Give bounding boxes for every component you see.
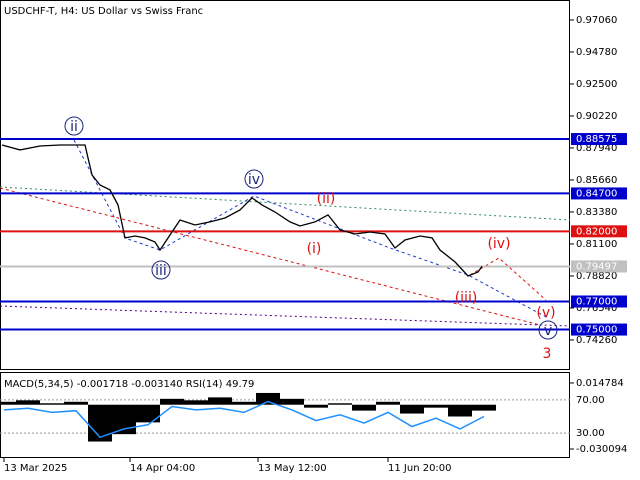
level-box bbox=[571, 295, 627, 308]
wave-label: ii bbox=[70, 119, 78, 135]
level-box bbox=[571, 187, 627, 200]
level-box bbox=[571, 133, 627, 146]
y-tick-label: 0.76540 bbox=[576, 303, 617, 314]
price-line bbox=[1, 144, 483, 277]
indicator-frame bbox=[0, 372, 570, 458]
level-box bbox=[571, 225, 627, 238]
level-label: 0.84700 bbox=[576, 188, 617, 199]
y-tick-label: 0.85660 bbox=[576, 175, 617, 186]
x-tick-label: 11 Jun 20:00 bbox=[388, 463, 452, 474]
y-tick-label: 0.92500 bbox=[576, 79, 617, 90]
wave-label: iii bbox=[155, 263, 167, 279]
macd-bar bbox=[280, 398, 304, 405]
wave-label: (ii) bbox=[317, 191, 336, 207]
y-tick-label: 0.78820 bbox=[576, 271, 617, 282]
wave-label: (iv) bbox=[487, 236, 510, 252]
wave-label: 3 bbox=[543, 346, 552, 362]
level-label: 0.82000 bbox=[576, 226, 617, 237]
y-tick-label: 0.94780 bbox=[576, 47, 617, 58]
macd-bar bbox=[448, 404, 472, 417]
y-tick-label: 0.90220 bbox=[576, 111, 617, 122]
y-tick-label: 0.014784 bbox=[576, 378, 624, 389]
trend-line bbox=[0, 305, 571, 327]
macd-bar bbox=[184, 400, 208, 405]
macd-bar bbox=[376, 401, 400, 405]
macd-bar bbox=[352, 404, 376, 411]
indicator-title: MACD(5,34,5) -0.001718 -0.003140 RSI(14)… bbox=[4, 379, 254, 390]
wave-label: v bbox=[544, 323, 552, 339]
macd-bar bbox=[328, 403, 352, 405]
wave-circle bbox=[64, 116, 84, 136]
x-tick-label: 14 Apr 04:00 bbox=[130, 463, 195, 474]
macd-bar bbox=[424, 404, 448, 408]
x-tick-label: 13 May 12:00 bbox=[258, 463, 327, 474]
y-tick-label: 0.81100 bbox=[576, 239, 617, 250]
macd-bar bbox=[64, 401, 88, 405]
y-tick-label: 0.83380 bbox=[576, 207, 617, 218]
y2-tick-label: 30.00 bbox=[576, 428, 605, 439]
macd-bar bbox=[400, 404, 424, 414]
wave-label: iv bbox=[248, 172, 260, 188]
macd-bar bbox=[208, 397, 232, 405]
level-label: 0.88575 bbox=[576, 134, 617, 145]
main-frame bbox=[0, 0, 570, 370]
macd-bar bbox=[160, 398, 184, 405]
y-tick-label: 0.74260 bbox=[576, 335, 617, 346]
macd-bar bbox=[256, 392, 280, 405]
wave-label: (i) bbox=[307, 241, 322, 257]
wave-label: (iii) bbox=[455, 290, 478, 306]
macd-bar bbox=[112, 404, 136, 435]
chart-title: USDCHF-T, H4: US Dollar vs Swiss Franc bbox=[4, 6, 203, 17]
macd-bar bbox=[88, 404, 112, 442]
y2-tick-label: 70.00 bbox=[576, 395, 605, 406]
macd-bar bbox=[0, 401, 16, 405]
macd-bar bbox=[40, 403, 64, 405]
level-label: 0.75000 bbox=[576, 325, 617, 336]
level-box bbox=[571, 260, 627, 273]
macd-bar bbox=[232, 401, 256, 405]
wave-circle bbox=[244, 169, 264, 189]
level-label: 0.79497 bbox=[576, 261, 617, 272]
macd-bar bbox=[304, 404, 328, 408]
y-tick-label: -0.030094 bbox=[576, 444, 627, 455]
x-tick-label: 13 Mar 2025 bbox=[4, 463, 67, 474]
wave-label: (v) bbox=[536, 305, 555, 321]
macd-bar bbox=[16, 400, 40, 405]
level-box bbox=[571, 323, 627, 336]
rsi-line bbox=[3, 400, 485, 439]
y-tick-label: 0.87940 bbox=[576, 143, 617, 154]
y-tick-label: 0.97060 bbox=[576, 15, 617, 26]
macd-bar bbox=[136, 404, 160, 423]
level-label: 0.77000 bbox=[576, 296, 617, 307]
wave-circle bbox=[538, 320, 558, 340]
macd-bar bbox=[472, 404, 496, 411]
wave-circle bbox=[151, 260, 171, 280]
